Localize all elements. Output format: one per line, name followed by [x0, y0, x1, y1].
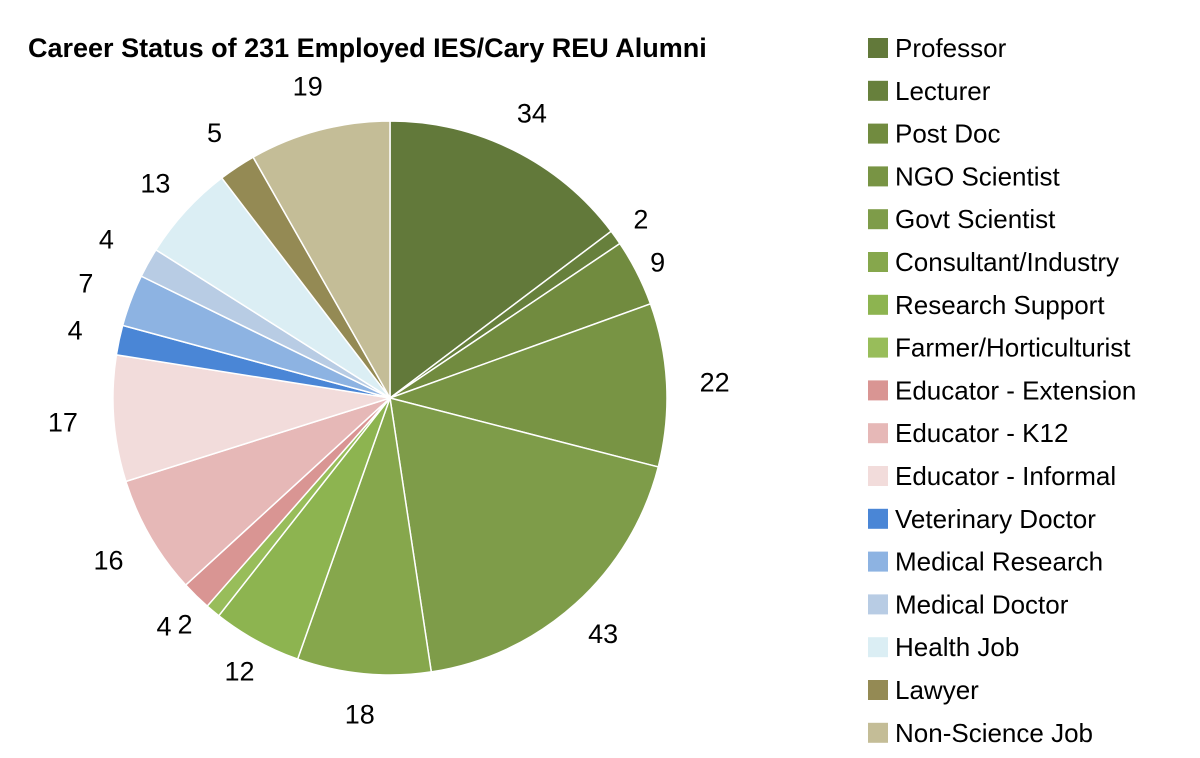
data-label-research-support: 12	[224, 656, 254, 686]
data-label-non-science-job: 19	[293, 72, 323, 102]
legend-swatch-veterinary-doctor	[868, 508, 888, 529]
legend-swatch-research-support	[868, 294, 888, 315]
legend-swatch-medical-doctor	[868, 594, 888, 615]
legend-swatch-educator-extension	[868, 380, 888, 401]
legend-swatch-professor	[868, 38, 888, 58]
legend-swatch-non-science-job	[868, 722, 888, 743]
legend-label-farmer-horticulturist: Farmer/Horticulturist	[895, 333, 1131, 363]
legend-label-health-job: Health Job	[895, 632, 1019, 662]
pie-slice-professor	[389, 120, 613, 400]
legend-swatch-ngo-scientist	[868, 166, 888, 187]
data-label-govt-scientist: 43	[588, 619, 618, 649]
legend-swatch-health-job	[868, 637, 888, 658]
data-label-ngo-scientist: 22	[700, 368, 730, 398]
data-label-lecturer: 2	[633, 204, 648, 234]
pie-slice-consultant-industry	[296, 397, 433, 676]
data-label-professor: 34	[517, 98, 547, 128]
data-label-educator-informal: 17	[48, 408, 78, 438]
data-label-veterinary-doctor: 4	[68, 316, 83, 346]
legend-swatch-farmer-horticulturist	[868, 337, 888, 358]
data-label-health-job: 13	[140, 168, 170, 198]
pie-slice-non-science-job	[252, 120, 391, 401]
chart-title: Career Status of 231 Employed IES/Cary R…	[28, 33, 707, 63]
legend-swatch-consultant-industry	[868, 252, 888, 272]
legend-label-ngo-scientist: NGO Scientist	[895, 161, 1060, 191]
legend-label-medical-doctor: Medical Doctor	[895, 589, 1069, 619]
legend-label-consultant-industry: Consultant/Industry	[895, 247, 1119, 277]
legend-label-non-science-job: Non-Science Job	[895, 718, 1093, 748]
legend-label-post-doc: Post Doc	[895, 119, 1001, 149]
data-label-post-doc: 9	[650, 247, 665, 277]
legend-label-professor: Professor	[895, 33, 1007, 63]
data-label-educator-k12: 16	[93, 546, 123, 576]
pie-slices	[112, 120, 668, 676]
legend-swatch-educator-k12	[868, 423, 888, 444]
legend-swatch-medical-research	[868, 551, 888, 572]
data-label-consultant-industry: 18	[345, 700, 375, 730]
pie-slice-educator-k12	[124, 397, 391, 587]
data-label-lawyer: 5	[207, 118, 222, 148]
legend-label-educator-k12: Educator - K12	[895, 418, 1068, 448]
legend-label-govt-scientist: Govt Scientist	[895, 204, 1056, 234]
legend-label-educator-informal: Educator - Informal	[895, 461, 1116, 491]
legend-swatch-govt-scientist	[868, 209, 888, 230]
legend-label-veterinary-doctor: Veterinary Doctor	[895, 504, 1096, 534]
pie-slice-govt-scientist	[389, 396, 660, 673]
legend-label-educator-extension: Educator - Extension	[895, 375, 1136, 405]
legend-label-research-support: Research Support	[895, 290, 1105, 320]
legend-label-lawyer: Lawyer	[895, 675, 979, 705]
data-label-educator-extension: 4	[156, 612, 171, 642]
legend-swatch-educator-informal	[868, 466, 888, 486]
legend-label-medical-research: Medical Research	[895, 547, 1103, 577]
pie-slice-ngo-scientist	[387, 302, 668, 468]
data-label-medical-research: 7	[78, 268, 93, 298]
legend-swatch-lawyer	[868, 680, 888, 700]
legend: Professor Lecturer Post Doc NGO Scientist Go…	[868, 33, 1136, 748]
data-label-farmer-horticulturist: 2	[177, 610, 192, 640]
data-label-medical-doctor: 4	[99, 224, 114, 254]
legend-label-lecturer: Lecturer	[895, 76, 991, 106]
pie-slice-educator-informal	[112, 353, 391, 483]
legend-swatch-post-doc	[868, 123, 888, 144]
legend-swatch-lecturer	[868, 80, 888, 101]
